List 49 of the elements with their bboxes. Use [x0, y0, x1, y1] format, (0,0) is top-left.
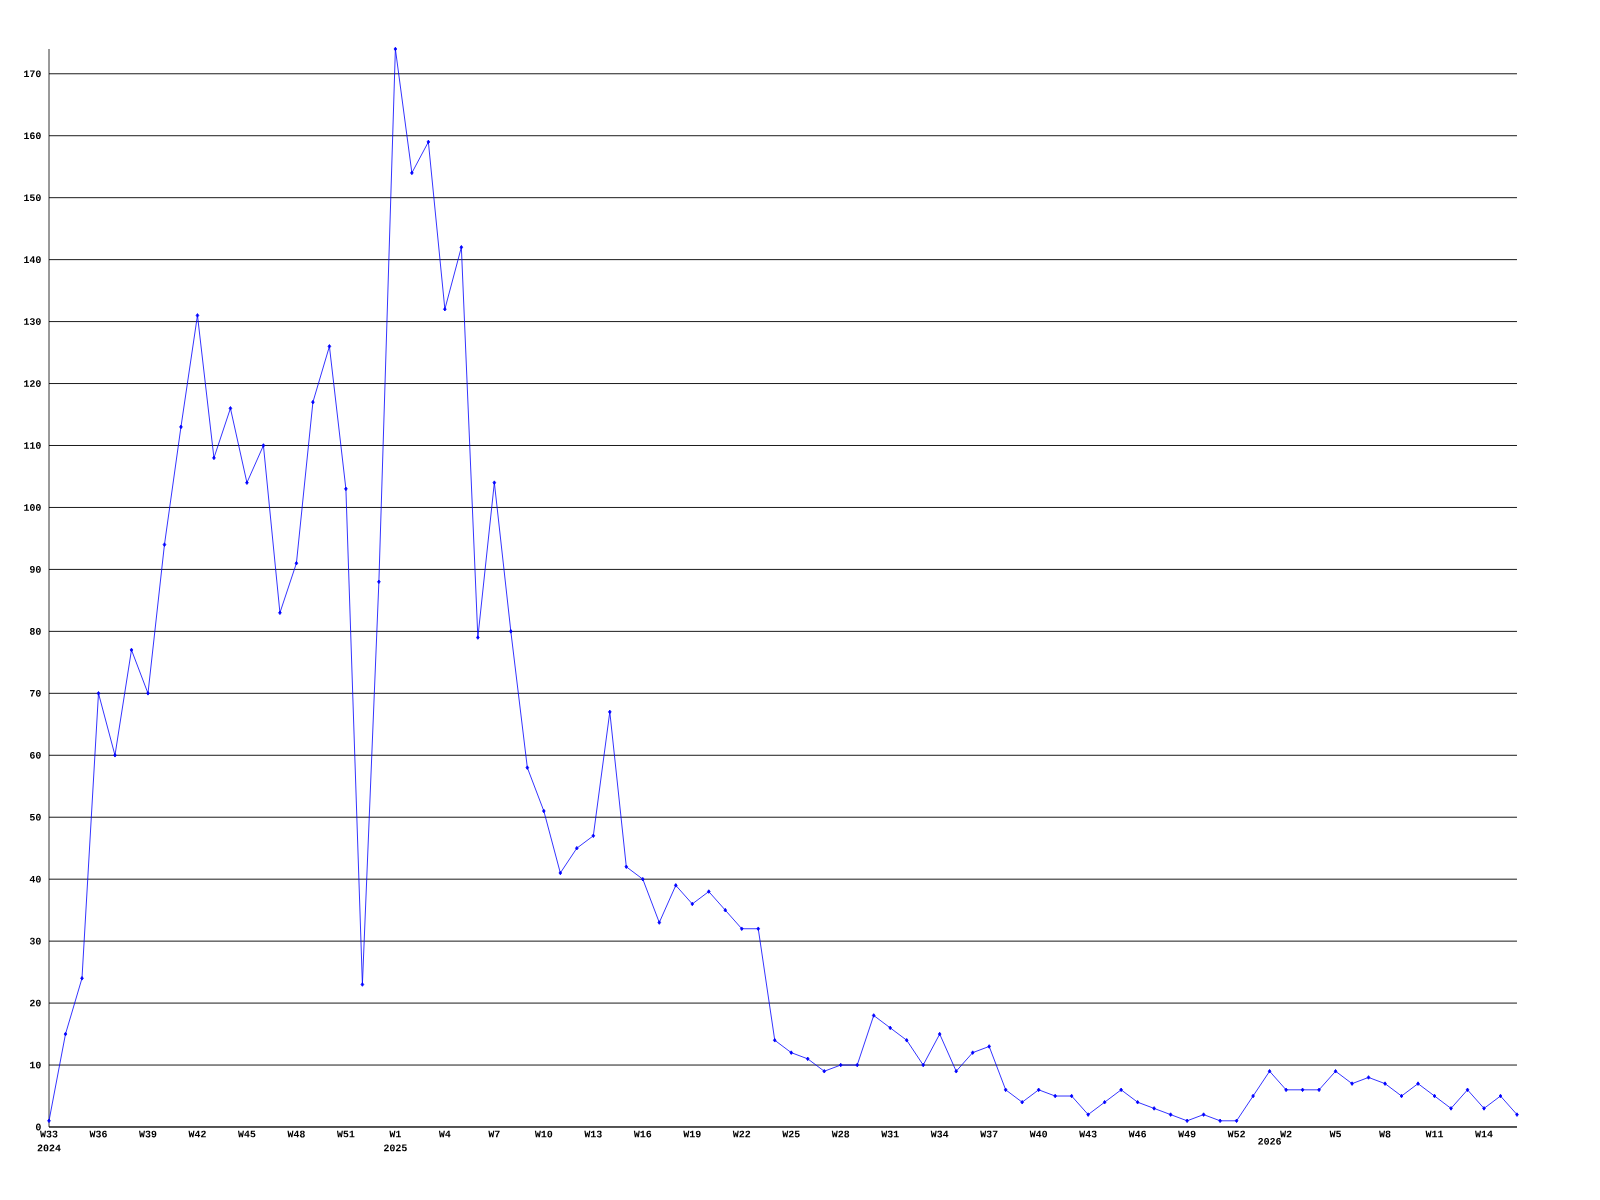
x-tick-label: W46 — [1128, 1130, 1147, 1138]
y-tick-label: 60 — [30, 751, 41, 759]
y-tick-label: 110 — [24, 442, 41, 449]
x-tick-label: W5 — [1329, 1130, 1342, 1138]
y-tick-label: 30 — [29, 937, 41, 945]
y-tick-label: 10 — [30, 1061, 41, 1069]
y-tick-label: 80 — [29, 627, 41, 635]
y-tick-label: 150 — [24, 194, 41, 202]
x-tick-label: W39 — [139, 1130, 157, 1138]
x-tick-label: W10 — [534, 1130, 553, 1138]
y-tick-label: 50 — [29, 813, 41, 821]
x-tick-label: W43 — [1079, 1130, 1097, 1138]
x-tick-label: W51 — [336, 1130, 355, 1138]
y-tick-label: 160 — [24, 132, 41, 140]
y-tick-label: 90 — [29, 566, 41, 573]
x-tick-label: W49 — [1178, 1130, 1196, 1138]
x-tick-label: W16 — [633, 1130, 652, 1138]
x-tick-label: 2026 — [1258, 1137, 1281, 1145]
x-tick-label: W8 — [1379, 1130, 1391, 1138]
x-tick-label: W45 — [237, 1130, 256, 1138]
y-tick-label: 40 — [29, 875, 41, 883]
x-tick-label: W13 — [584, 1130, 602, 1138]
x-tick-label: W22 — [732, 1130, 751, 1138]
x-tick-label: W31 — [881, 1130, 899, 1138]
x-tick-label: W4 — [438, 1130, 451, 1138]
x-tick-label: W42 — [188, 1130, 206, 1138]
y-tick-label: 130 — [24, 318, 41, 325]
x-tick-label: W25 — [782, 1130, 800, 1138]
x-tick-label: W34 — [930, 1130, 949, 1138]
x-tick-label: W28 — [831, 1130, 850, 1138]
x-tick-label: W36 — [89, 1130, 107, 1138]
x-tick-label: W40 — [1029, 1130, 1048, 1138]
x-tick-label: W1 2025 — [384, 1130, 407, 1152]
y-tick-label: 120 — [24, 380, 41, 387]
x-tick-label: W11 — [1425, 1130, 1444, 1138]
x-tick-label: W2 — [1280, 1130, 1292, 1138]
x-tick-label: W48 — [287, 1130, 305, 1138]
y-tick-label: 170 — [24, 70, 41, 78]
x-tick-label: W33 2024 — [37, 1130, 61, 1152]
y-tick-label: 100 — [24, 504, 41, 511]
x-tick-label: W52 — [1227, 1130, 1245, 1138]
x-tick-label: W7 — [488, 1130, 500, 1138]
y-tick-label: 20 — [29, 999, 41, 1007]
x-tick-label: W14 — [1475, 1130, 1493, 1138]
x-tick-label: W19 — [683, 1130, 701, 1138]
x-tick-label: W37 — [980, 1130, 998, 1138]
y-tick-label: 0 — [35, 1123, 41, 1131]
y-tick-label: 140 — [24, 256, 41, 264]
y-tick-label: 70 — [30, 689, 41, 697]
